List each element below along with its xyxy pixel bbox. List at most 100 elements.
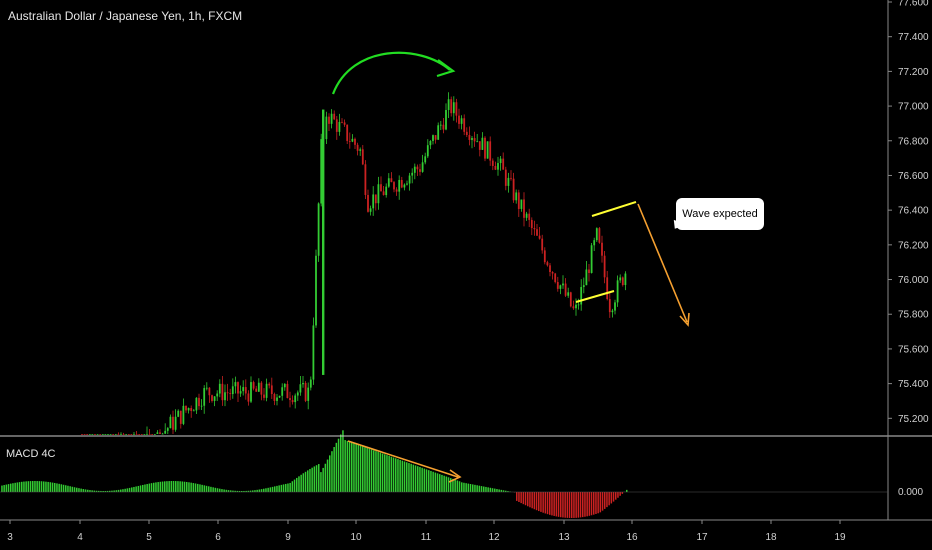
macd-bar [568, 492, 571, 518]
candle-body [424, 156, 427, 163]
candle-body [593, 240, 596, 246]
candle-body [556, 282, 559, 289]
macd-bar [280, 484, 283, 492]
candle-body [260, 382, 263, 395]
macd-bar [181, 481, 184, 492]
y-tick-label: 77.600 [898, 0, 929, 9]
candle-body [452, 102, 455, 114]
macd-bar [599, 492, 602, 513]
candle-body [458, 115, 460, 124]
macd-bar [78, 488, 80, 492]
macd-bar [408, 463, 410, 492]
candle-body [270, 385, 273, 395]
candle-body [403, 184, 406, 188]
macd-bar [51, 482, 54, 492]
candle-body [187, 408, 190, 411]
macd-bar [241, 490, 243, 492]
macd-bar [62, 484, 65, 492]
candle-body [442, 124, 445, 130]
macd-bar [403, 461, 406, 492]
macd-bar [309, 469, 311, 492]
candle-body [265, 383, 268, 398]
candle-body [481, 137, 484, 150]
candle-body [536, 229, 538, 236]
candle-body [439, 124, 442, 126]
x-tick-label: 9 [285, 532, 291, 543]
macd-bar [274, 486, 276, 492]
candle-body [400, 179, 403, 188]
orange-divergence-arrow [347, 440, 459, 478]
candle-body [96, 434, 99, 435]
x-axis-ticks: 3 4 5 6 9 10 11 12 13 16 17 18 19 [7, 520, 846, 543]
macd-bar [93, 490, 96, 492]
candle-body [455, 102, 458, 116]
candle-body [322, 109, 325, 375]
candle-body [489, 141, 492, 161]
macd-bar [575, 492, 577, 518]
orange-projection-arrow [637, 203, 688, 323]
candle-body [359, 149, 362, 151]
macd-bar [582, 492, 584, 518]
candle-body [382, 191, 385, 196]
macd-bar [456, 480, 459, 492]
macd-bar [472, 484, 474, 492]
x-tick-label: 12 [488, 532, 500, 543]
macd-bar [467, 483, 470, 492]
candle-body [564, 283, 567, 296]
candle-body [338, 121, 341, 132]
candle-body [304, 383, 307, 401]
candle-body [247, 393, 250, 402]
candle-body [325, 116, 328, 140]
candle-body [120, 434, 122, 435]
macd-bar [157, 482, 159, 492]
candle-body [614, 302, 616, 311]
macd-bar [201, 484, 203, 492]
macd-bar [258, 489, 261, 492]
macd-bar [298, 476, 300, 492]
macd-bar [135, 486, 137, 492]
candle-body [250, 382, 252, 402]
y-tick-label: 75.800 [898, 310, 929, 321]
macd-bar [549, 492, 551, 515]
candle-body [200, 405, 203, 407]
candle-body [476, 141, 479, 143]
macd-bar [106, 490, 109, 492]
macd-bar [291, 481, 294, 492]
macd-bar [399, 459, 401, 492]
x-tick-label: 3 [7, 532, 13, 543]
candle-body [619, 277, 622, 281]
macd-bar [542, 492, 544, 513]
macd-bar [608, 492, 610, 506]
macd-bar [533, 492, 536, 510]
macd-bar [579, 492, 582, 518]
macd-bar [626, 489, 628, 492]
candle-body [463, 118, 466, 132]
candle-body [575, 304, 577, 309]
macd-bar [230, 490, 232, 492]
macd-bar [315, 465, 318, 492]
macd-bar [351, 442, 353, 492]
candle-body [252, 382, 255, 389]
macd-bar [588, 492, 591, 516]
candle-body [468, 135, 471, 140]
y-tick-label: 75.400 [898, 379, 929, 390]
candle-body [348, 140, 351, 142]
candle-body [208, 387, 211, 396]
macd-bar [593, 492, 595, 515]
candle-body [130, 434, 133, 435]
macd-bar [7, 484, 10, 492]
candle-body [616, 280, 619, 303]
candle-body [122, 434, 125, 435]
macd-bar [84, 489, 87, 492]
candle-body [367, 194, 369, 212]
macd-bar [296, 477, 298, 492]
candle-body [315, 255, 317, 326]
candle-body [432, 135, 434, 141]
x-tick-label: 16 [626, 532, 638, 543]
candle-body [203, 388, 206, 406]
macd-bar [465, 483, 467, 492]
macd-bar [3, 485, 5, 492]
green-arrow-head [436, 59, 456, 78]
macd-bar [342, 430, 344, 492]
candle-body [257, 382, 260, 392]
